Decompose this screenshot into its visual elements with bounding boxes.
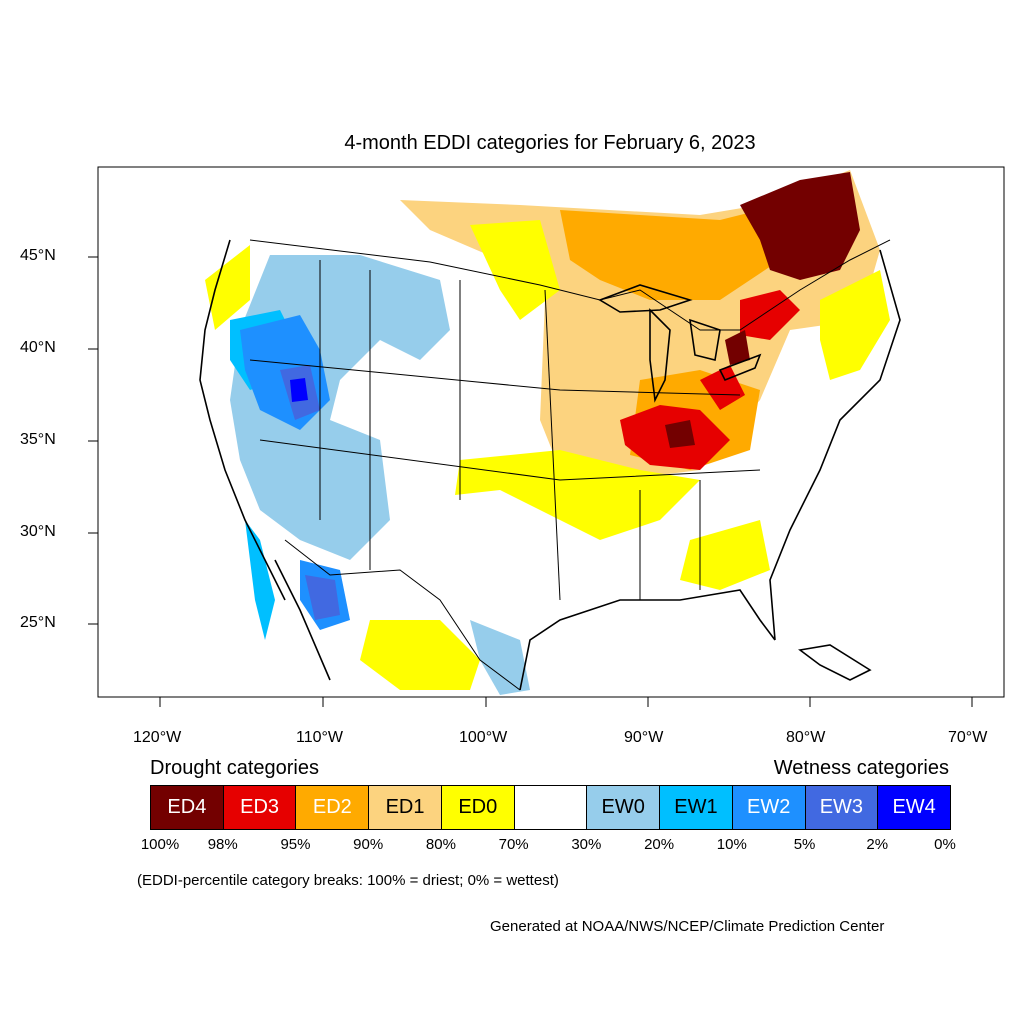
legend-swatch-ed1: ED1 [368,785,442,830]
state-line-6 [259,439,761,481]
legend-break-label: 2% [866,836,889,853]
legend-swatch-ed2: ED2 [295,785,370,830]
legend-break-label: 10% [716,836,747,853]
category-fill-layer [200,170,900,697]
legend-swatch-near-normal [513,785,588,830]
region-ed0-mexico [360,620,480,690]
legend-break-label: 5% [793,836,816,853]
region-ed4-ontario [725,330,750,365]
legend-break-label: 98% [207,836,238,853]
lon-label: 70°W [948,729,988,746]
legend-swatch-ed3: ED3 [222,785,297,830]
state-line-5 [249,359,741,396]
legend-swatch-ew3: EW3 [804,785,879,830]
legend-break-label: 20% [644,836,675,853]
region-ed3-north [740,290,800,340]
legend-break-label: 30% [571,836,602,853]
legend-break-label: 70% [498,836,529,853]
region-ew3-mexico [305,575,340,620]
coastline-west [199,239,286,601]
drought-legend-title: Drought categories [150,757,319,779]
region-ew1-coast [245,520,275,640]
wetness-legend-title: Wetness categories [773,757,949,779]
category-break-note: (EDDI-percentile category breaks: 100% =… [137,872,559,889]
legend-swatch-ew2: EW2 [731,785,806,830]
region-ed4-indiana [665,420,695,448]
coastline-gulf [519,589,776,691]
lon-label: 80°W [786,729,826,746]
lon-label: 90°W [624,729,664,746]
coast-cuba [798,644,872,681]
map-title: 4-month EDDI categories for February 6, … [344,132,756,154]
boundary-lines [199,239,901,691]
region-ed0-south [680,520,770,590]
plot-frame [97,166,1005,698]
lon-label: 110°W [296,729,344,746]
lat-label: 45°N [20,247,56,264]
region-ed2-canada [560,210,780,300]
border-canada [249,239,891,331]
lat-label: 35°N [20,431,56,448]
state-line-4 [544,289,561,601]
great-lakes-huron [689,318,721,361]
great-lakes-superior [598,284,693,313]
lon-label: 100°W [459,729,508,746]
lat-tick-marks [88,256,98,625]
region-ed0-east [820,270,890,380]
border-mexico [284,539,521,691]
region-ed4-quebec [740,172,860,280]
legend-break-label: 95% [280,836,311,853]
legend-break-label: 80% [425,836,456,853]
legend-break-label: 0% [934,836,956,853]
legend-break-label: 90% [353,836,384,853]
coastline-east [769,249,901,641]
legend-break-label: 100% [140,836,180,853]
region-ed0-central [455,450,700,540]
region-ed0-west [205,245,250,330]
lon-tick-marks [159,697,973,707]
region-ew0-texas [470,620,530,695]
lat-label: 40°N [20,339,56,356]
lon-label: 120°W [133,729,182,746]
lat-label: 30°N [20,523,56,540]
legend-swatch-ed4: ED4 [150,785,224,830]
legend-swatch-ed0: ED0 [440,785,515,830]
great-lakes-erie [718,353,762,382]
credit-line: Generated at NOAA/NWS/NCEP/Climate Predi… [490,918,885,935]
legend-swatch-ew4: EW4 [877,785,951,830]
region-ew4-utah [290,378,308,402]
legend-swatch-ew0: EW0 [586,785,661,830]
coast-baja [274,559,331,681]
lat-label: 25°N [20,614,56,631]
legend-swatch-ew1: EW1 [659,785,733,830]
region-ed0-north [470,220,560,320]
great-lakes-michigan [649,308,671,403]
